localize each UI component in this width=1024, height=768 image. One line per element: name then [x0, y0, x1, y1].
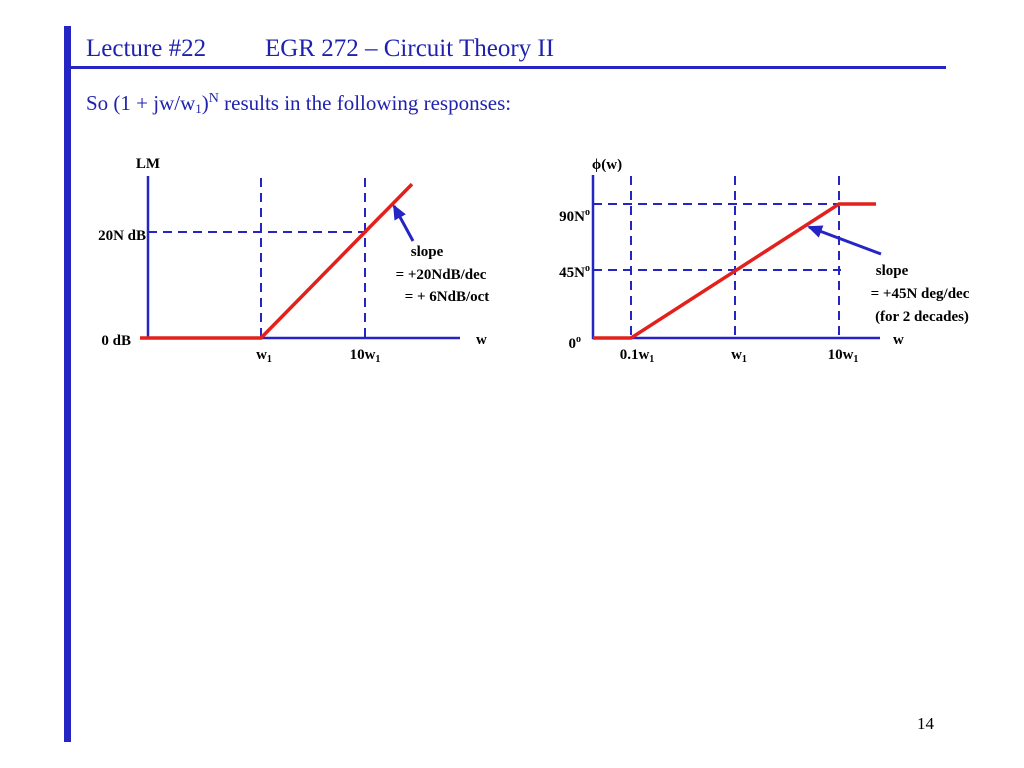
phase-y-tick-45n: 45No — [559, 263, 590, 281]
lecture-number: Lecture #22 — [86, 35, 207, 62]
phase-x-axis-label: w — [893, 332, 904, 348]
phase-y-tick-45n-degree: o — [585, 263, 590, 274]
phase-y-tick-45n-main: 45N — [559, 265, 585, 281]
course-title: EGR 272 – Circuit Theory II — [265, 35, 555, 62]
page-number: 14 — [917, 714, 934, 733]
phase-x-tick-10w1: 10w1 — [828, 347, 859, 365]
lm-x-tick-w1-sub: 1 — [267, 354, 272, 365]
phase-x-tick-0.1w1-main: 0.1w — [620, 347, 650, 363]
lm-slope-label: slope — [411, 244, 444, 260]
slide-subtitle: So (1 + jw/w1)N results in the following… — [86, 91, 512, 116]
lm-x-tick-w1-main: w — [256, 347, 267, 363]
lm-x-tick-10w1-main: 10w — [350, 347, 376, 363]
phase-y-tick-0-main: 0 — [569, 336, 577, 352]
phase-x-tick-w1-main: w — [731, 347, 742, 363]
phase-y-axis-label: ϕ(w) — [592, 157, 622, 173]
phase-x-tick-10w1-sub: 1 — [853, 354, 858, 365]
lm-x-tick-10w1: 10w1 — [350, 347, 381, 365]
phase-slope-dec-label: = +45N deg/dec — [871, 286, 970, 302]
phase-slope-label: slope — [876, 263, 909, 279]
phase-y-tick-0: 0o — [569, 334, 582, 352]
phase-y-tick-90n-degree: o — [585, 207, 590, 218]
lm-chart: LM w 0 dB 20N dB w1 10w1 slope = +20NdB/… — [98, 156, 489, 365]
phase-y-tick-0-degree: o — [576, 334, 581, 345]
phase-x-tick-0.1w1-sub: 1 — [649, 354, 654, 365]
lm-slope-dec-label: = +20NdB/dec — [396, 267, 487, 283]
title-underline-rule — [70, 66, 946, 69]
subtitle-subscript: 1 — [195, 101, 202, 116]
lm-y-tick-20ndb: 20N dB — [98, 228, 146, 244]
phase-x-tick-w1-sub: 1 — [742, 354, 747, 365]
phase-slope-arrow — [807, 225, 882, 256]
phase-x-tick-10w1-main: 10w — [828, 347, 854, 363]
lm-x-tick-10w1-sub: 1 — [375, 354, 380, 365]
subtitle-text-start: So (1 + jw/w — [86, 91, 196, 115]
lm-x-tick-w1: w1 — [256, 347, 272, 365]
phase-response-line — [593, 202, 876, 340]
lm-y-tick-0db: 0 dB — [101, 333, 131, 349]
phase-slope-range-label: (for 2 decades) — [875, 309, 969, 325]
phase-y-tick-90n: 90No — [559, 207, 590, 225]
phase-x-tick-w1: w1 — [731, 347, 747, 365]
lm-x-axis-label: w — [476, 332, 487, 348]
phase-y-tick-90n-main: 90N — [559, 209, 585, 225]
lm-response-line — [140, 182, 414, 340]
lm-slope-arrow — [392, 204, 415, 242]
lm-slope-oct-label: = + 6NdB/oct — [405, 289, 490, 305]
subtitle-superscript: N — [208, 91, 219, 106]
phase-x-tick-0.1w1: 0.1w1 — [620, 347, 655, 365]
subtitle-text-paren: ) — [201, 91, 209, 115]
phase-chart: ϕ(w) w 0o 45No 90No 0.1w1 w1 10w1 slope … — [559, 157, 970, 365]
lm-y-axis-label: LM — [136, 156, 160, 172]
slide-left-accent-bar — [64, 26, 71, 742]
subtitle-text-end: results in the following responses: — [218, 91, 512, 115]
